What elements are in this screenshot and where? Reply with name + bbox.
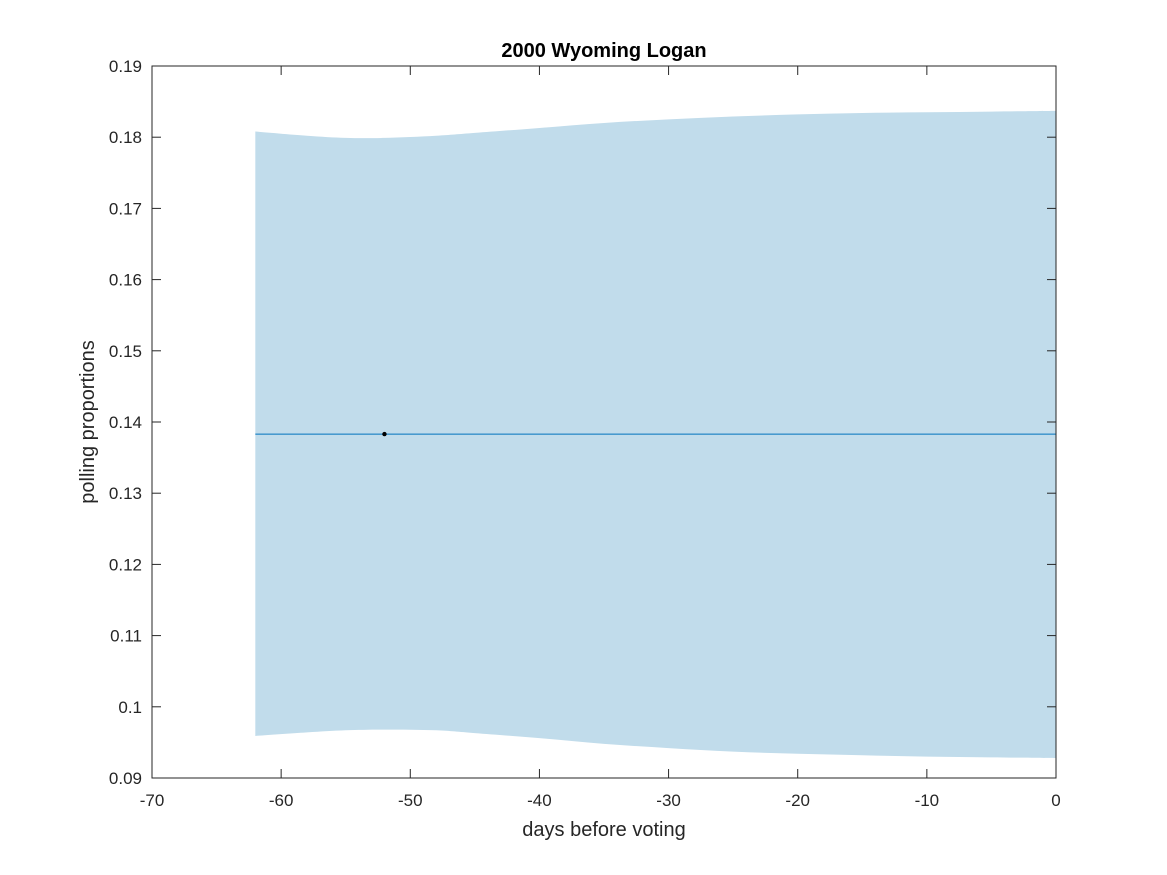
x-axis-label: days before voting (522, 819, 685, 841)
x-tick-label: -70 (140, 791, 165, 810)
y-tick-label: 0.17 (109, 199, 142, 218)
data-point-0 (382, 431, 387, 437)
y-tick-label: 0.18 (109, 128, 142, 147)
x-tick-label: -20 (785, 791, 810, 810)
y-tick-label: 0.13 (109, 484, 142, 503)
y-tick-label: 0.09 (109, 769, 142, 788)
y-tick-label: 0.11 (110, 627, 142, 646)
tick-layer: -70 -60 -50 -40 -30 -20 -10 0 0.09 0.1 0.11 0.12 0.1… (109, 57, 1061, 810)
y-tick-label: 0.1 (118, 698, 142, 717)
y-tick-label: 0.16 (109, 271, 142, 290)
y-axis-label: polling proportions (77, 340, 99, 503)
x-tick-label: -60 (269, 791, 294, 810)
y-tick-label: 0.14 (109, 413, 142, 432)
x-tick-label: -50 (398, 791, 423, 810)
y-tick-label: 0.15 (109, 342, 142, 361)
x-tick-label: -30 (656, 791, 681, 810)
y-tick-label: 0.19 (109, 57, 142, 76)
chart-title: 2000 Wyoming Logan (501, 40, 706, 62)
x-tick-label: -40 (527, 791, 552, 810)
points-layer (382, 431, 387, 437)
x-tick-label: 0 (1051, 791, 1060, 810)
y-tick-label: 0.12 (109, 555, 142, 574)
x-tick-label: -10 (915, 791, 940, 810)
